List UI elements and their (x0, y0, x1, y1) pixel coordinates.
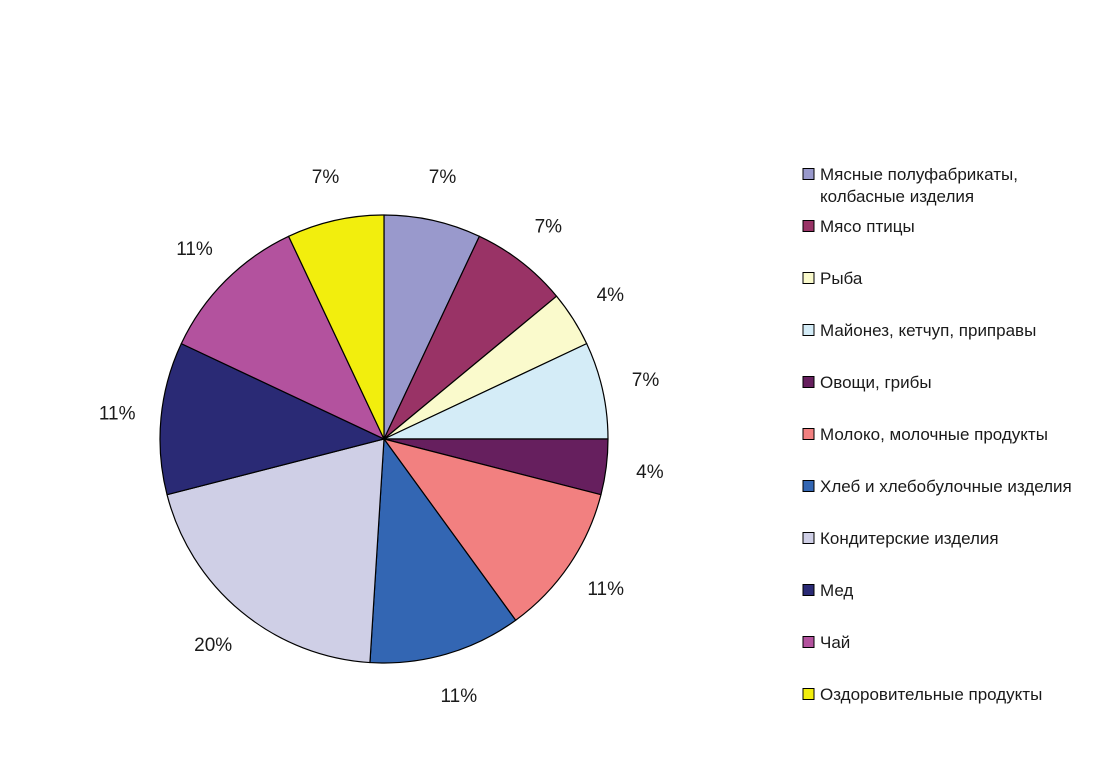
legend-item-11: Оздоровительные продукты (802, 685, 1042, 704)
legend-item-9: Мед (802, 581, 853, 600)
legend-swatch-8 (802, 532, 815, 544)
legend-label-9: Мед (820, 581, 853, 600)
legend-label-3: Рыба (820, 269, 863, 288)
pie-slices (159, 214, 609, 664)
legend: Мясные полуфабрикаты, колбасные изделия Мя… (802, 165, 1072, 704)
slice-percent-label-6: 11% (587, 579, 624, 600)
pie-slice-7 (369, 438, 517, 664)
legend-item-10: Чай (802, 633, 850, 652)
slice-percent-label-10: 11% (176, 239, 213, 260)
legend-swatch-6 (802, 428, 815, 440)
slice-percent-label-2: 7% (535, 217, 563, 238)
legend-item-3: Рыба (802, 269, 863, 288)
legend-swatch-7 (802, 480, 815, 492)
legend-item-1: Мясные полуфабрикаты, колбасные изделия (802, 165, 1018, 206)
pie-slice-8 (166, 438, 385, 664)
legend-swatch-2 (802, 220, 815, 232)
legend-item-6: Молоко, молочные продукты (802, 425, 1048, 444)
legend-swatch-5 (802, 376, 815, 388)
legend-label-10: Чай (820, 633, 850, 652)
slice-percent-label-3: 4% (597, 285, 625, 306)
legend-item-8: Кондитерские изделия (802, 529, 999, 548)
slice-percent-label-1: 7% (429, 167, 457, 188)
slice-percent-label-11: 7% (312, 167, 340, 188)
slice-percent-label-9: 11% (99, 403, 136, 424)
legend-swatch-1 (802, 168, 815, 180)
legend-swatch-10 (802, 636, 815, 648)
legend-item-2: Мясо птицы (802, 217, 915, 236)
slice-percent-labels: 7% 7% 4% 7% 4% 11% 11% 20% 11% 11% 7% (99, 167, 664, 707)
slice-percent-label-7: 11% (440, 686, 477, 707)
legend-item-5: Овощи, грибы (802, 373, 932, 392)
pie-slice-9 (159, 343, 385, 496)
legend-label-5: Овощи, грибы (820, 373, 932, 392)
legend-label-11: Оздоровительные продукты (820, 685, 1042, 704)
legend-item-4: Майонез, кетчуп, приправы (802, 321, 1036, 340)
slice-percent-label-5: 4% (636, 462, 664, 483)
slice-percent-label-8: 20% (194, 635, 232, 656)
legend-label-4: Майонез, кетчуп, приправы (820, 321, 1036, 340)
legend-label-1: Мясные полуфабрикаты, колбасные изделия (820, 165, 1018, 206)
legend-swatch-9 (802, 584, 815, 596)
pie-slice-6 (383, 438, 602, 621)
legend-swatch-4 (802, 324, 815, 336)
legend-label-2: Мясо птицы (820, 217, 915, 236)
legend-item-7: Хлеб и хлебобулочные изделия (802, 477, 1072, 496)
slice-percent-label-4: 7% (632, 370, 660, 391)
pie-slice-11 (288, 214, 385, 440)
pie-slice-10 (180, 235, 385, 440)
legend-swatch-11 (802, 688, 815, 700)
legend-label-7: Хлеб и хлебобулочные изделия (820, 477, 1072, 496)
legend-label-8: Кондитерские изделия (820, 529, 999, 548)
legend-label-6: Молоко, молочные продукты (820, 425, 1048, 444)
legend-swatch-3 (802, 272, 815, 284)
